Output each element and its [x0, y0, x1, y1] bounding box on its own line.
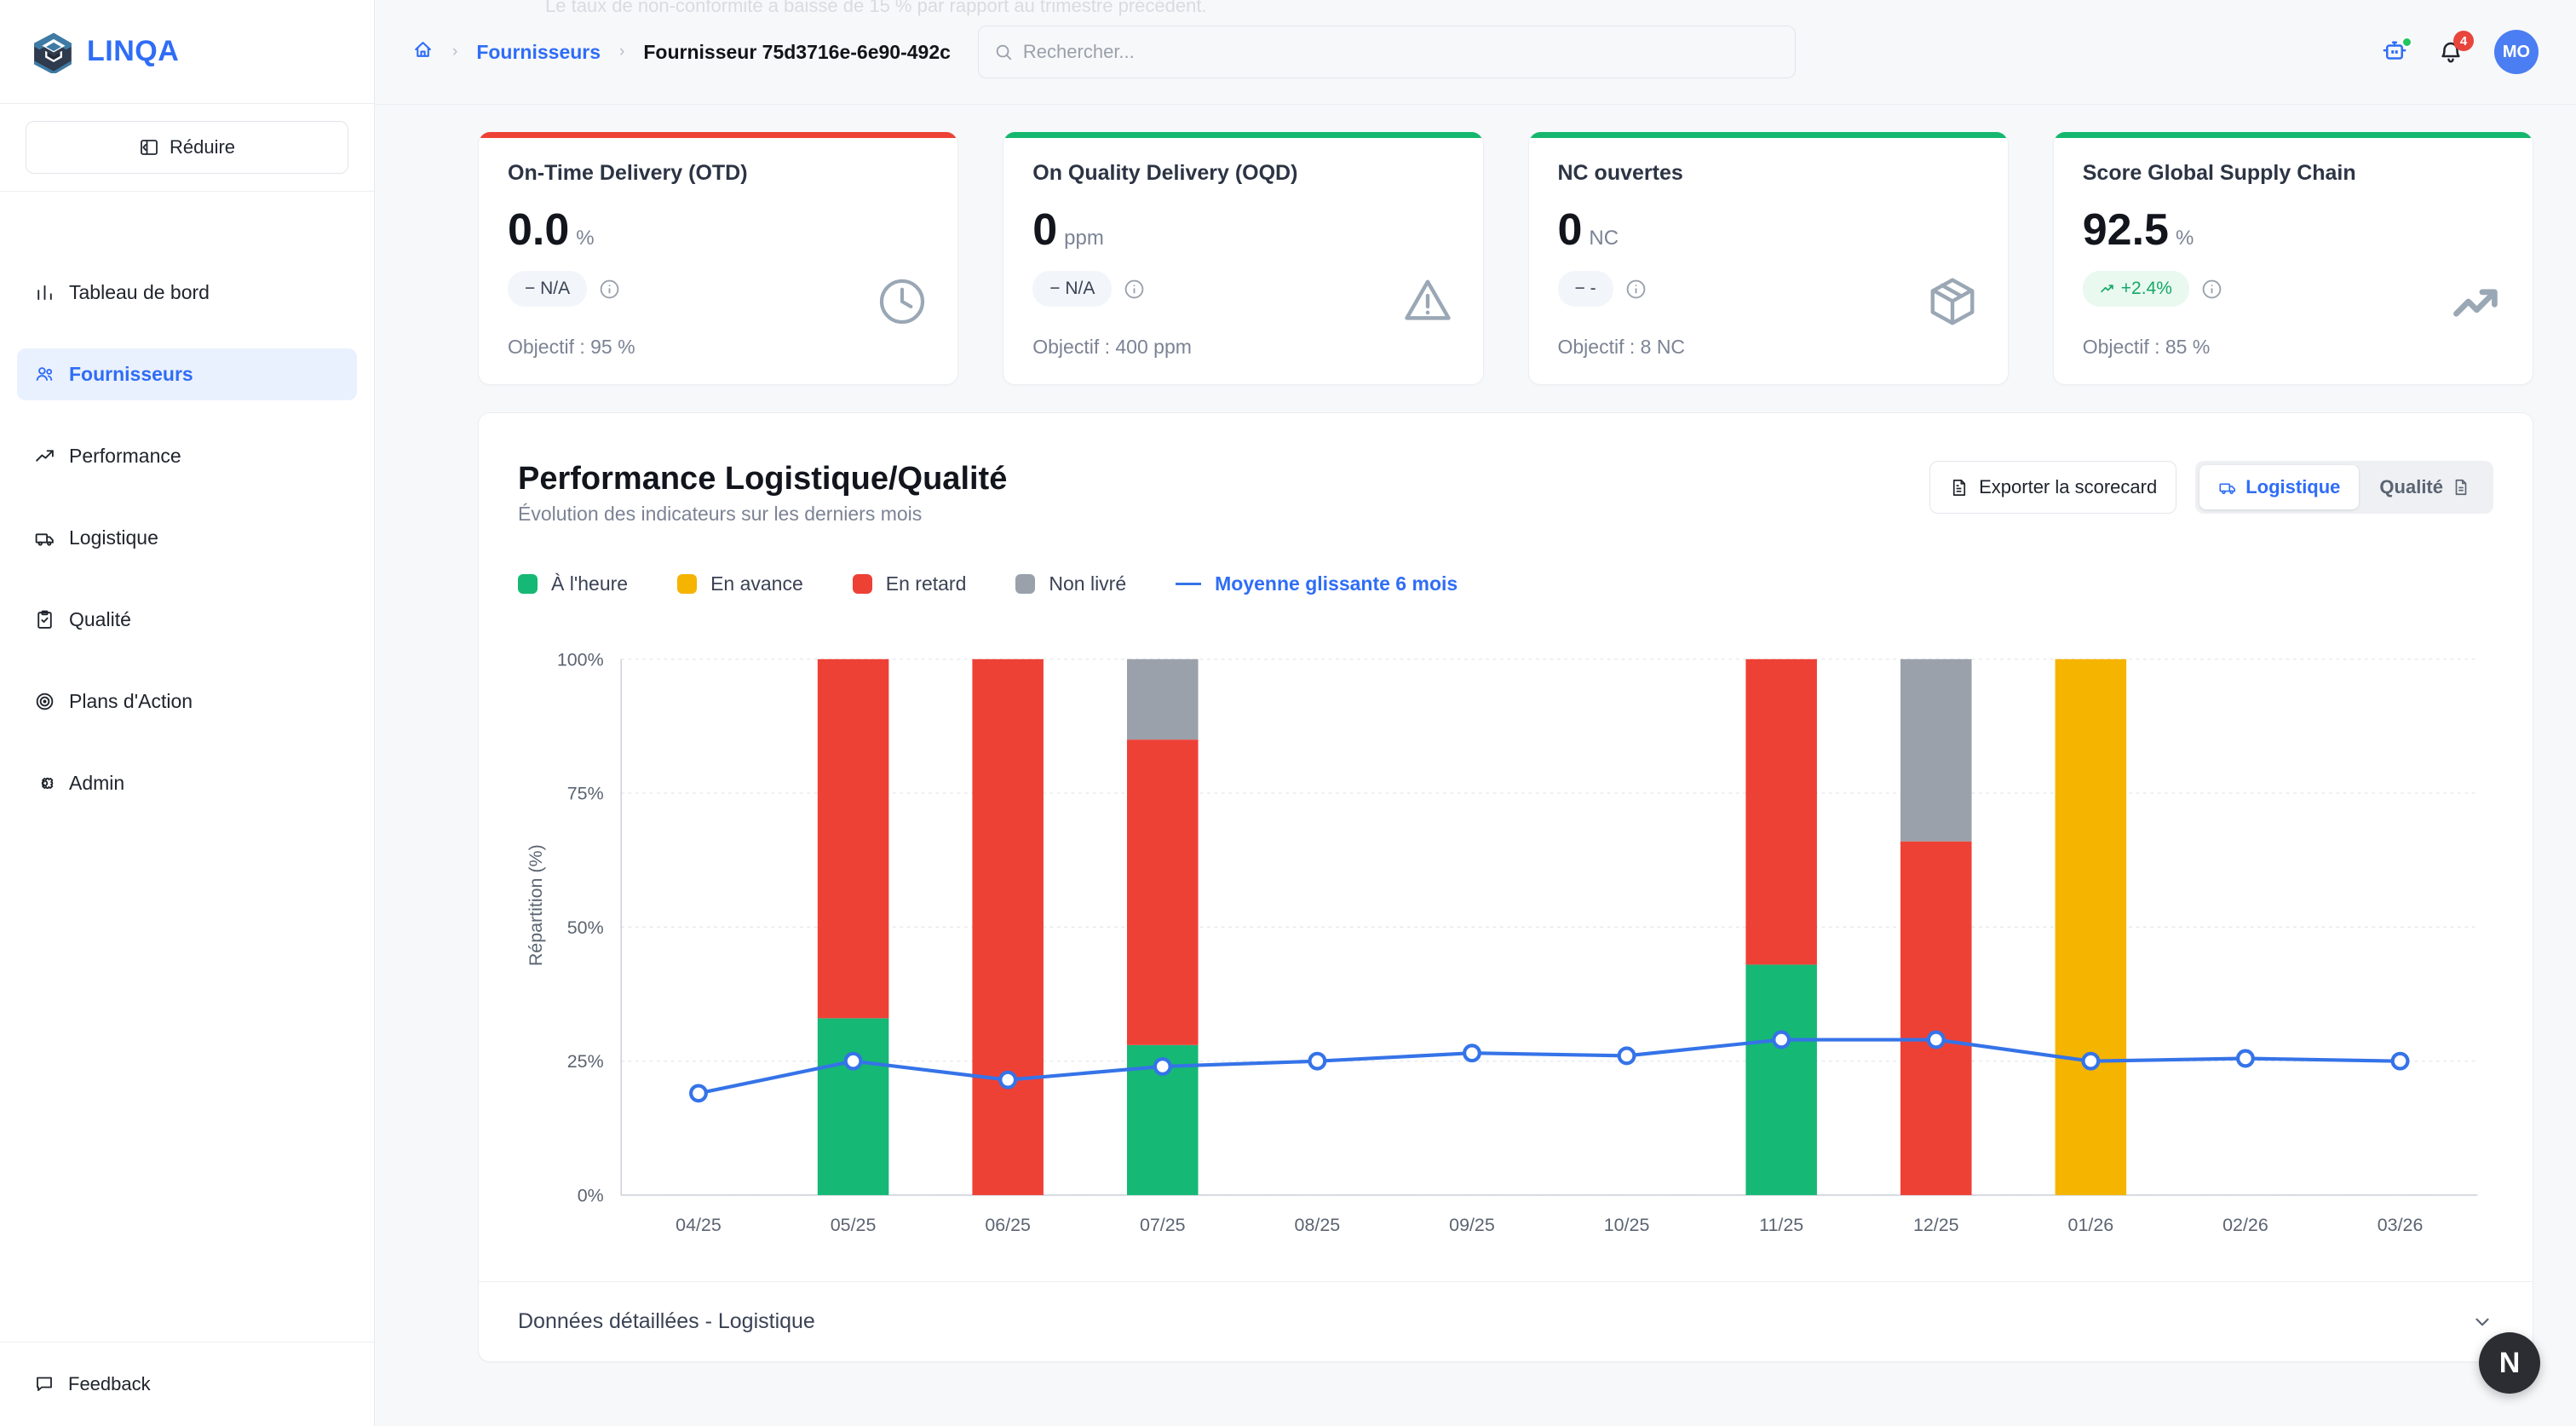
svg-text:03/26: 03/26 — [2378, 1215, 2424, 1235]
svg-text:25%: 25% — [567, 1051, 604, 1072]
svg-text:06/25: 06/25 — [985, 1215, 1031, 1235]
svg-text:05/25: 05/25 — [831, 1215, 877, 1235]
svg-text:01/26: 01/26 — [2068, 1215, 2114, 1235]
svg-text:10/25: 10/25 — [1604, 1215, 1650, 1235]
svg-text:75%: 75% — [567, 784, 604, 804]
svg-text:Répartition (%): Répartition (%) — [526, 844, 546, 966]
svg-text:04/25: 04/25 — [676, 1215, 722, 1235]
svg-text:08/25: 08/25 — [1295, 1215, 1341, 1235]
svg-text:100%: 100% — [557, 649, 604, 670]
svg-text:02/26: 02/26 — [2222, 1215, 2268, 1235]
svg-text:09/25: 09/25 — [1449, 1215, 1495, 1235]
svg-text:0%: 0% — [578, 1185, 604, 1205]
svg-text:11/25: 11/25 — [1759, 1215, 1803, 1235]
svg-text:12/25: 12/25 — [1913, 1215, 1959, 1235]
svg-text:07/25: 07/25 — [1140, 1215, 1186, 1235]
svg-text:50%: 50% — [567, 917, 604, 938]
